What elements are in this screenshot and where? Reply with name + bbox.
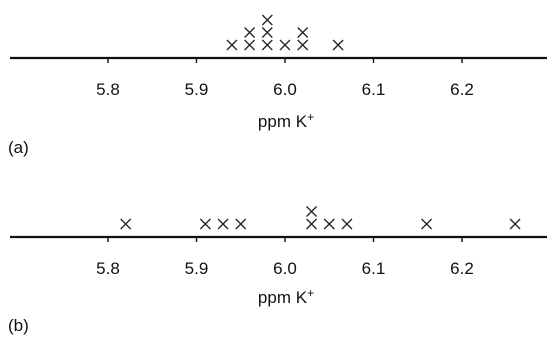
x-axis-label: ppm K+ xyxy=(258,110,314,131)
data-point-x-marker xyxy=(226,39,238,51)
data-point-x-marker xyxy=(244,27,256,38)
data-point-x-marker xyxy=(217,218,229,230)
data-point-x-marker xyxy=(421,218,433,230)
data-point-x-marker xyxy=(244,39,256,51)
x-tick-label: 6.0 xyxy=(273,259,297,278)
data-point-x-marker xyxy=(323,218,335,230)
data-point-x-marker xyxy=(261,27,273,38)
data-point-x-marker xyxy=(199,218,211,230)
x-tick-label: 5.8 xyxy=(96,259,120,278)
data-point-x-marker xyxy=(509,218,521,230)
panel-a: 5.8 5.9 6.0 6.1 6.2 ppm K+ (a) xyxy=(8,14,547,157)
x-tick-label: 6.1 xyxy=(362,259,386,278)
data-point-x-marker xyxy=(297,27,309,38)
data-point-x-marker xyxy=(120,218,132,230)
x-tick-label: 5.9 xyxy=(185,259,209,278)
x-tick-label: 6.2 xyxy=(450,259,474,278)
data-point-x-marker xyxy=(261,39,273,51)
data-point-x-marker xyxy=(261,14,273,26)
data-point-x-marker xyxy=(306,206,318,217)
data-point-x-marker xyxy=(306,218,318,230)
data-point-x-marker xyxy=(279,39,291,51)
data-point-x-marker xyxy=(332,39,344,51)
x-tick-label: 6.1 xyxy=(362,80,386,99)
x-tick-label: 5.8 xyxy=(96,80,120,99)
panel-label-b: (b) xyxy=(8,316,29,335)
panel-b: 5.8 5.9 6.0 6.1 6.2 ppm K+ (b) xyxy=(8,206,547,335)
data-point-x-marker xyxy=(235,218,247,230)
x-tick-label: 6.2 xyxy=(450,80,474,99)
x-tick-label: 5.9 xyxy=(185,80,209,99)
data-point-x-marker xyxy=(341,218,353,230)
data-point-x-marker xyxy=(297,39,309,51)
x-tick-label: 6.0 xyxy=(273,80,297,99)
panel-label-a: (a) xyxy=(8,138,29,157)
x-axis-label: ppm K+ xyxy=(258,286,314,307)
